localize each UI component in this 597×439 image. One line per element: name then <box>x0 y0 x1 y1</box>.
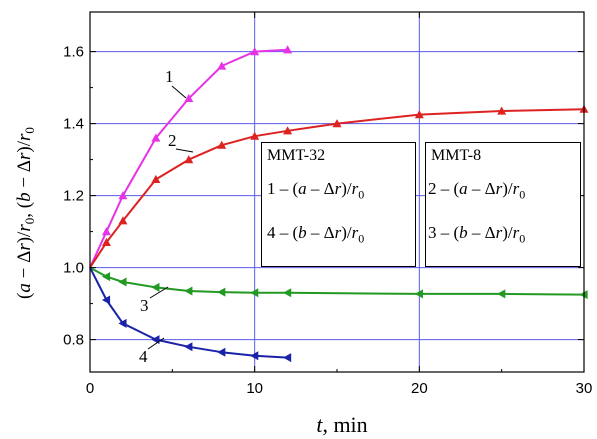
data-point <box>101 237 111 246</box>
curve-label-leader <box>175 148 194 153</box>
data-point <box>184 155 194 164</box>
data-point <box>118 216 128 225</box>
x-tick-label: 0 <box>86 380 94 397</box>
data-point <box>250 47 260 56</box>
legend-entry-number: 4 <box>267 223 276 242</box>
data-point <box>101 272 111 282</box>
data-point <box>118 318 127 328</box>
data-point <box>151 282 160 292</box>
legend-entry-number: 2 <box>428 179 437 198</box>
data-point <box>283 126 293 135</box>
curve-labels-layer: 1 2 3 4 <box>139 67 194 366</box>
series-layer <box>89 45 589 363</box>
legend-entry-number: 3 <box>428 223 437 242</box>
curve-label-4: 4 <box>139 347 148 366</box>
data-point <box>151 174 161 183</box>
curve-label-leader <box>149 286 169 299</box>
curve-label-leader <box>147 337 165 350</box>
curve-label-1: 1 <box>165 67 174 86</box>
y-tick-label: 1.2 <box>63 188 84 205</box>
y-tick-label: 1.4 <box>63 116 84 133</box>
data-point <box>283 288 292 298</box>
series-1 <box>89 45 293 269</box>
y-tick-label: 1.6 <box>63 44 84 61</box>
legend-entry-3: 3 – (b – Δr)/r0 <box>428 223 526 246</box>
data-point <box>217 287 226 297</box>
data-point <box>332 119 342 128</box>
curve-label-2: 2 <box>168 131 177 150</box>
x-tick-label: 20 <box>411 380 428 397</box>
legend-title-mmt-32: MMT-32 <box>267 147 326 164</box>
data-point <box>283 45 293 54</box>
data-point <box>217 140 227 149</box>
legend-entry-4: 4 – (b – Δr)/r0 <box>267 223 365 246</box>
x-tick-label: 30 <box>576 380 593 397</box>
legend-entry-1: 1 – (a – Δr)/r0 <box>267 179 365 202</box>
legend-mmt-32: MMT-32 1 – (a – Δr)/r0 4 – (b – Δr)/r0 <box>261 142 416 267</box>
data-point <box>101 227 111 236</box>
legend-mmt-8: MMT-8 2 – (a – Δr)/r0 3 – (b – Δr)/r0 <box>425 142 581 267</box>
data-point <box>283 353 292 363</box>
series-4 <box>89 267 292 363</box>
x-axis-title: t, min <box>316 412 367 437</box>
series-line-1 <box>89 48 288 269</box>
data-point <box>497 289 506 299</box>
series-3 <box>89 266 588 300</box>
data-point <box>497 106 507 115</box>
data-point <box>250 351 259 361</box>
legend-entry-2: 2 – (a – Δr)/r0 <box>428 179 526 202</box>
data-point <box>217 347 226 357</box>
data-point <box>184 342 193 352</box>
data-point <box>151 133 161 142</box>
ticks-layer: 0 10 20 30 0.8 1.0 1.2 1.4 1.6 <box>63 12 592 397</box>
legend-entry-number: 1 <box>267 179 276 198</box>
data-point <box>414 110 424 119</box>
x-tick-label: 10 <box>246 380 263 397</box>
data-point <box>250 288 259 298</box>
data-point <box>184 93 194 102</box>
y-tick-label: 0.8 <box>63 332 84 349</box>
curve-label-3: 3 <box>140 296 149 315</box>
legend-title-mmt-8: MMT-8 <box>431 147 482 164</box>
curve-label-leader <box>171 85 187 99</box>
data-point <box>118 191 128 200</box>
data-point <box>118 277 127 287</box>
y-tick-label: 1.0 <box>63 260 84 277</box>
y-axis-title: (a − Δr)/r0, (b − Δr)/r0 <box>14 127 37 299</box>
data-point <box>217 61 227 70</box>
data-point <box>250 131 260 140</box>
series-line-3 <box>89 266 585 296</box>
data-point <box>184 286 193 296</box>
data-point <box>414 289 423 299</box>
data-point <box>101 295 111 305</box>
data-point <box>151 335 160 345</box>
